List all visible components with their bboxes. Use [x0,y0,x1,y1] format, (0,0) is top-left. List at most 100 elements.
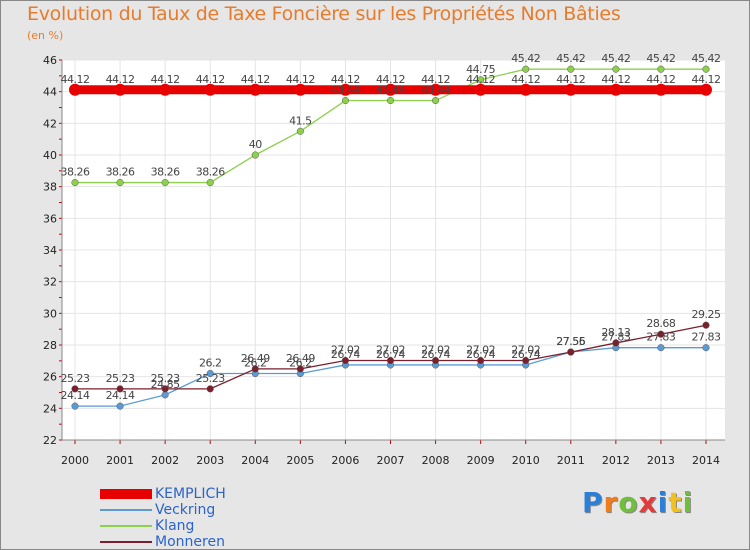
data-point [432,356,440,365]
data-point [161,385,169,393]
data-label: 25.23 [61,372,90,385]
data-point [341,356,349,365]
proxiti-logo: Proxiti [582,486,693,519]
data-label: 43.44 [376,84,405,97]
data-point [567,65,575,73]
data-label: 43.44 [331,84,360,97]
x-tick-label: 2001 [106,454,134,467]
data-label: 44.12 [196,73,225,86]
data-label: 26.74 [511,348,540,361]
data-label: 27.02 [466,344,495,357]
data-label: 26.74 [421,348,450,361]
data-point [206,385,214,393]
legend-swatch-veckring [100,509,152,511]
x-tick-label: 2000 [61,454,89,467]
data-label: 38.26 [151,166,180,179]
data-point [700,83,712,96]
data-point [657,344,665,352]
y-tick-label: 42 [43,117,57,130]
data-point [474,83,487,96]
data-label: 45.42 [511,52,540,65]
data-point [657,330,665,338]
data-point [386,96,395,105]
data-point [161,179,169,187]
x-tick-label: 2006 [331,454,359,467]
data-label: 25.23 [106,372,135,385]
logo-letter: o [618,486,639,519]
data-point [71,402,79,410]
x-tick-label: 2005 [286,454,314,467]
data-label: 27.83 [646,331,675,344]
x-tick-label: 2011 [557,454,585,467]
data-point [206,369,214,378]
data-point [249,83,262,96]
data-label: 44.12 [646,73,675,86]
legend-item-veckring[interactable]: Veckring [100,502,260,518]
data-label: 44.12 [241,73,270,86]
y-tick-label: 44 [43,86,57,99]
data-point [204,83,217,96]
data-point [522,356,530,365]
data-point [567,348,575,356]
data-point [71,179,79,187]
data-label: 26.2 [199,357,222,370]
data-point [71,385,79,393]
data-label: 27.02 [421,344,450,357]
data-label: 38.26 [196,166,225,179]
logo-letter: P [582,486,604,519]
logo-letter: r [603,486,619,519]
data-label: 27.55 [556,335,585,348]
data-label: 24.14 [61,389,90,402]
data-point [386,356,395,365]
x-tick-label: 2012 [602,454,630,467]
data-label: 28.68 [646,317,675,330]
data-point [612,339,620,347]
data-point [206,179,214,187]
data-label: 40 [249,138,262,151]
data-point [702,65,710,73]
x-tick-label: 2014 [692,454,720,467]
y-tick-label: 30 [43,307,57,320]
data-label: 45.42 [601,52,630,65]
legend-item-kemplich[interactable]: KEMPLICH [100,486,260,502]
data-label: 27.02 [376,344,405,357]
logo-letter: t [668,486,683,519]
data-point [432,96,440,105]
data-label: 45.42 [556,52,585,65]
data-point [116,385,124,393]
legend-label-monneren: Monneren [155,534,225,550]
data-label: 44.12 [466,73,495,86]
legend-item-klang[interactable]: Klang [100,518,260,534]
legend-label-kemplich: KEMPLICH [155,486,226,502]
data-label: 43.44 [421,84,450,97]
data-point [161,391,169,399]
data-label: 26.74 [466,348,495,361]
data-point [296,127,304,135]
data-label: 27.02 [331,344,360,357]
data-point [251,365,259,373]
data-label: 44.12 [61,73,90,86]
data-label: 26.2 [244,357,267,370]
data-label: 44.12 [601,73,630,86]
data-label: 26.2 [289,357,312,370]
data-label: 44.12 [331,73,360,86]
data-label: 26.74 [376,348,405,361]
data-point [384,83,397,96]
logo-letter: i [657,486,669,519]
data-label: 28.13 [601,326,630,339]
data-point [429,83,442,96]
data-point [564,83,577,96]
data-point [477,76,485,84]
data-point [159,83,172,96]
y-tick-label: 34 [43,244,57,257]
data-point [657,65,665,73]
data-point [477,356,485,365]
x-tick-label: 2002 [151,454,179,467]
data-point [296,365,304,373]
data-point [251,151,259,159]
x-tick-label: 2010 [512,454,540,467]
data-label: 44.12 [692,73,721,86]
data-point [69,83,81,96]
data-point [114,83,127,96]
legend-item-monneren[interactable]: Monneren [100,534,260,550]
